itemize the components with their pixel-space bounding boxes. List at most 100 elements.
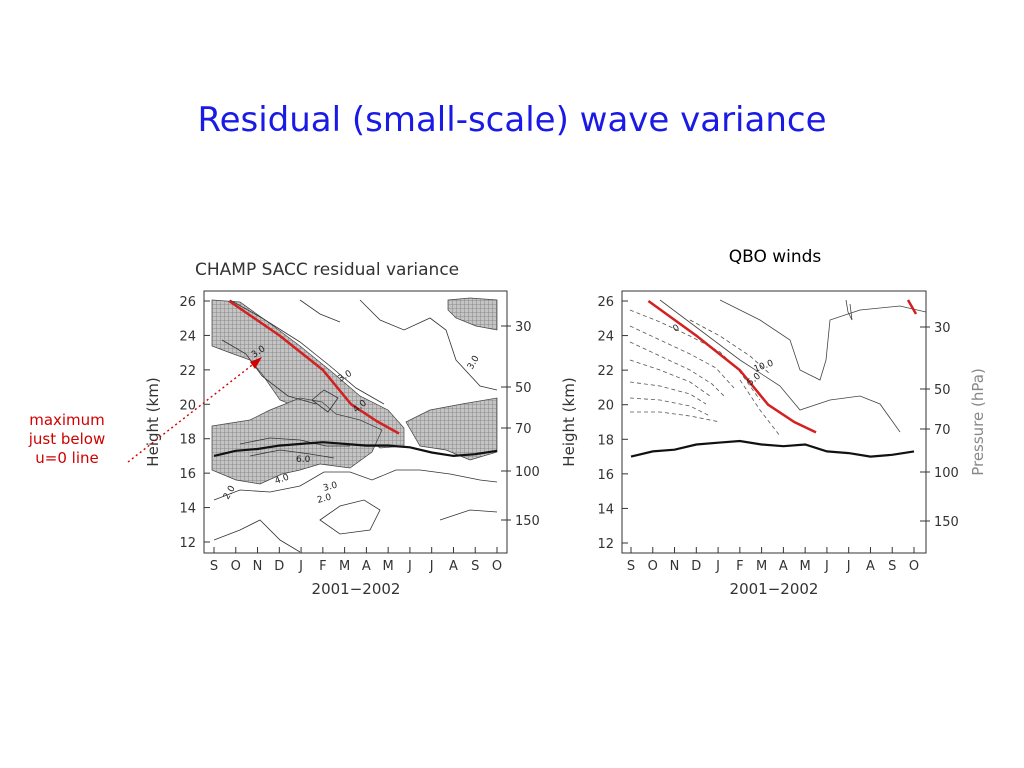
pressure-tick-label: 50 [515, 381, 532, 396]
x-tick-label: S [210, 559, 218, 574]
contour-line [299, 299, 341, 323]
contour-line [739, 379, 781, 437]
right-pressure-axis: 30 50 70 100 150 [920, 321, 959, 530]
annotation-line: maximum [29, 411, 105, 429]
contour-label: 3.0 [337, 369, 355, 385]
y-tick-label: 16 [179, 467, 196, 482]
zero-wind-line-short [906, 299, 918, 315]
y-tick-label: 26 [179, 295, 196, 310]
pressure-tick-label: 100 [934, 466, 959, 481]
contour-line [229, 299, 385, 405]
right-plot-frame [621, 290, 927, 554]
right-pressure-label: Pressure (hPa) [969, 368, 987, 476]
contour-line [845, 299, 853, 321]
zero-wind-line [647, 299, 817, 434]
shaded-region [211, 397, 383, 485]
y-tick-label: 20 [597, 399, 614, 414]
zero-wind-line [228, 299, 400, 435]
pressure-tick-label: 100 [515, 465, 540, 480]
annotation-line: u=0 line [35, 449, 99, 467]
x-tick-label: O [231, 559, 241, 574]
left-chart-title: CHAMP SACC residual variance [195, 260, 459, 280]
pressure-tick-label: 70 [934, 423, 951, 438]
contour-line [319, 499, 381, 535]
x-tick-label: S [471, 559, 479, 574]
x-tick-label: S [888, 559, 896, 574]
contour-lines [659, 299, 926, 433]
contour-line [213, 469, 498, 501]
contour-line [719, 299, 926, 381]
x-tick-label: O [492, 559, 502, 574]
contour-line [629, 309, 761, 401]
contour-label: 5.0 [746, 371, 764, 388]
contour-label: 2.0 [316, 492, 333, 505]
left-y-axis: 12 14 16 18 20 22 24 26 [179, 295, 210, 551]
y-tick-label: 18 [597, 433, 614, 448]
y-tick-label: 16 [597, 468, 614, 483]
pressure-tick-label: 150 [934, 515, 959, 530]
left-plot-frame [203, 290, 508, 554]
contour-line [629, 359, 711, 397]
shaded-region [447, 297, 498, 331]
x-tick-label: O [909, 559, 919, 574]
contour-label: 2.0 [222, 484, 238, 502]
x-tick-label: A [362, 559, 371, 574]
pressure-tick-label: 30 [515, 320, 532, 335]
pressure-tick-label: 50 [934, 383, 951, 398]
contour-line [630, 411, 721, 423]
left-x-axis-label: 2001−2002 [312, 580, 401, 598]
x-tick-label: N [253, 559, 263, 574]
contour-line [213, 519, 301, 553]
contour-lines [213, 299, 498, 553]
x-tick-label: A [449, 559, 458, 574]
x-tick-label: M [800, 559, 811, 574]
left-pressure-axis: 30 50 70 100 150 [501, 320, 540, 529]
x-tick-label: J [407, 559, 412, 574]
y-tick-label: 22 [179, 364, 196, 379]
contour-line [629, 381, 707, 405]
contour-line [311, 389, 339, 413]
pressure-tick-label: 150 [515, 514, 540, 529]
x-tick-label: S [627, 559, 635, 574]
x-tick-label: M [383, 559, 394, 574]
x-tick-label: M [339, 559, 350, 574]
annotation-arrowhead [250, 357, 262, 369]
contour-line [659, 299, 901, 433]
x-tick-label: M [756, 559, 767, 574]
x-tick-label: D [691, 559, 701, 574]
annotation-line: just below [28, 430, 106, 448]
contour-line [629, 325, 735, 389]
contour-line [629, 397, 711, 417]
x-tick-label: O [648, 559, 658, 574]
annotation-arrow [127, 361, 257, 463]
y-tick-label: 24 [597, 330, 614, 345]
contour-label: 3.0 [466, 354, 482, 372]
contour-label: 3.0 [322, 480, 339, 493]
x-tick-label: A [779, 559, 788, 574]
slide-title: Residual (small-scale) wave variance [197, 100, 827, 140]
y-tick-label: 12 [597, 537, 614, 552]
x-tick-label: D [274, 559, 284, 574]
contour-line [439, 509, 498, 521]
x-tick-label: N [670, 559, 680, 574]
x-tick-label: J [298, 559, 303, 574]
contour-line [689, 319, 771, 375]
qbo-winds-label: QBO winds [728, 247, 822, 267]
left-y-axis-label: Height (km) [144, 377, 162, 466]
annotation-text: maximum just below u=0 line [8, 411, 126, 468]
pressure-tick-label: 30 [934, 321, 951, 336]
contour-line [249, 449, 335, 459]
x-tick-label: J [846, 559, 851, 574]
easterly-contours [629, 309, 781, 437]
right-contour-field [629, 299, 926, 458]
y-tick-label: 24 [179, 329, 196, 344]
y-tick-label: 26 [597, 295, 614, 310]
y-tick-label: 14 [179, 502, 196, 517]
x-tick-label: J [429, 559, 434, 574]
contour-line [629, 341, 727, 399]
pressure-tick-label: 70 [515, 422, 532, 437]
contour-line [239, 437, 350, 447]
